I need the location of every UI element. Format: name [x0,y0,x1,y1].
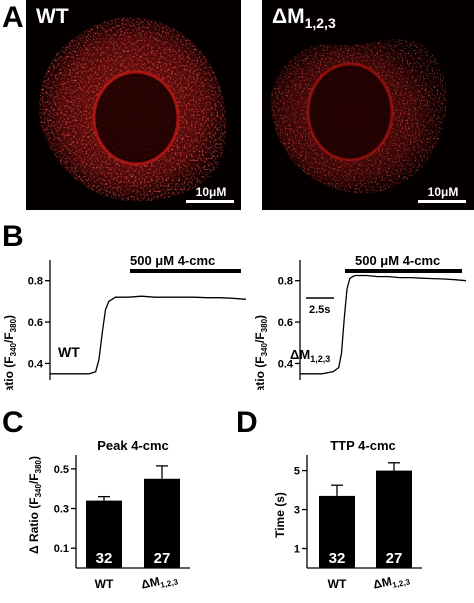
panel-c-bar-chart: Peak 4-cmc Δ Ratio (F340/F380) 0.1 0.3 0.5… [27,438,190,593]
trace-right-ytick-label-2: 0.8 [278,276,293,288]
trace-left-label: WT [58,344,80,360]
panel-d-title: TTP 4-cmc [330,438,396,453]
panel-letter-d: D [236,406,258,439]
scalebar-label-wt: 10μM [195,185,227,199]
panel-d-xlabel-dm: ΔM1,2,3 [372,570,411,593]
micrograph-wt-image [39,17,227,202]
panel-d-ytick-label-0: 1 [294,544,300,556]
trace-left-ytick-label-0: 0.4 [28,358,44,370]
micrograph-dm-label-sub: 1,2,3 [304,15,336,32]
panel-d-bar-1 [376,470,412,568]
panel-c-ytick-label-0: 0.1 [54,543,69,555]
scalebar-dm [418,200,466,203]
trace-left-stimulus-label: 500 μM 4-cmc [130,253,215,268]
trace-left-ylabel: Ratio (F340/F380) [2,315,18,390]
panel-c-bar-0 [86,500,122,568]
micrograph-wt: WT 10μM [26,0,241,210]
panel-c-xlabel-dm: ΔM1,2,3 [140,570,179,593]
panel-c-ylabel: Δ Ratio (F340/F380) [27,456,43,554]
panel-d-xlabel-wt: WT [328,577,347,591]
trace-right-stimulus-label: 500 μM 4-cmc [355,253,440,268]
trace-right-label: ΔM1,2,3 [290,347,330,364]
panel-c-bar-1 [144,478,180,568]
panel-d-bar-chart: TTP 4-cmc Time (s) 1 3 5 32 27 WT ΔM1,2,3 [273,438,422,593]
micrograph-dm-label-main: ΔM [272,5,305,28]
micrograph-dm-image [270,38,447,194]
scalebar-label-dm: 10μM [427,185,459,199]
scalebar-wt [186,200,234,203]
micrograph-wt-label: WT [36,5,69,28]
panel-c-ytick-label-1: 0.3 [54,504,69,516]
panel-d-ytick-label-2: 5 [294,466,300,478]
panel-d-ylabel: Time (s) [273,492,287,538]
trace-left-ytick-label-1: 0.6 [28,317,43,329]
micrograph-dm: ΔM1,2,3 10μM [262,0,474,210]
trace-right-line [300,274,467,375]
panel-c-ytick-label-2: 0.5 [54,464,69,476]
trace-right-ylabel: Ratio (F340/F380) [253,315,269,390]
trace-left-ytick-label-2: 0.8 [28,276,43,288]
panel-c-bar-label-1: 27 [154,550,171,567]
panel-b-traces: Ratio (F340/F380) 0.4 0.6 0.8 500 μM 4-cmc… [2,253,467,390]
panel-letter-a: A [2,1,24,34]
panel-letter-b: B [2,220,24,253]
trace-left-line [50,295,247,375]
panel-c-xlabel-wt: WT [95,577,114,591]
panel-d-bar-0 [319,495,355,568]
micrograph-dm-label: ΔM1,2,3 [272,6,336,34]
trace-right-ytick-label-0: 0.4 [278,358,294,370]
trace-plot-right: Ratio (F340/F380) 0.4 0.6 0.8 500 μM 4-cmc… [253,253,467,390]
panel-c-title: Peak 4-cmc [97,438,169,453]
panel-letter-c: C [2,406,24,439]
panel-d-ytick-label-1: 3 [294,505,300,517]
trace-right-ytick-label-1: 0.6 [278,317,293,329]
panel-c-bar-label-0: 32 [96,550,113,567]
panel-d-bar-label-0: 32 [329,550,346,567]
trace-plot-left: Ratio (F340/F380) 0.4 0.6 0.8 500 μM 4-cmc… [2,253,247,390]
time-scalebar-label: 2.5s [309,304,330,316]
panel-d-bar-label-1: 27 [386,550,403,567]
